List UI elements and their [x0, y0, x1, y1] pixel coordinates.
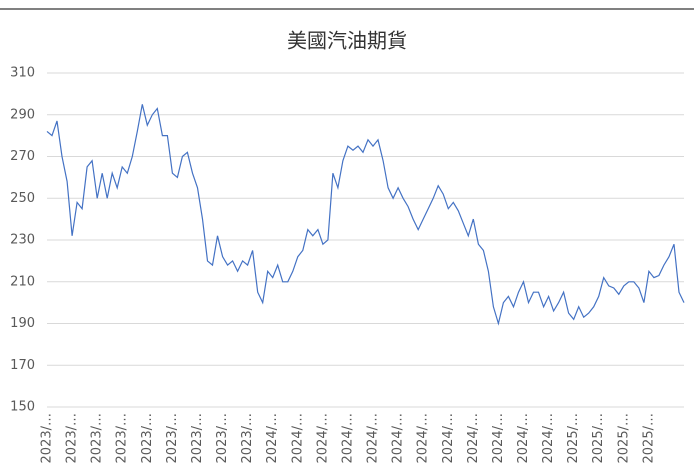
x-tick-label: 2024/…	[391, 413, 406, 463]
x-tick-label: 2025/…	[641, 413, 656, 463]
x-tick-label: 2024/…	[516, 413, 531, 463]
x-tick-label: 2025/…	[591, 413, 606, 463]
x-tick-label: 2023/…	[90, 413, 105, 463]
y-tick-label: 290	[10, 107, 35, 122]
x-tick-label: 2023/…	[190, 413, 205, 463]
y-tick-label: 250	[10, 191, 35, 206]
line	[46, 104, 685, 326]
x-tick-label: 2024/…	[366, 413, 381, 463]
x-tick-label: 2023/…	[65, 413, 80, 463]
x-tick-label: 2024/…	[290, 413, 305, 463]
y-tick-label: 150	[10, 400, 35, 415]
y-tick-label: 230	[10, 233, 35, 248]
x-tick-label: 2024/…	[466, 413, 481, 463]
x-tick-label: 2023/…	[140, 413, 155, 463]
y-tick-label: 190	[10, 316, 35, 331]
x-tick-label: 2023/…	[240, 413, 255, 463]
x-tick-label: 2024/…	[265, 413, 280, 463]
chart-title: 美國汽油期貨	[287, 29, 407, 53]
x-tick-label: 2024/…	[340, 413, 355, 463]
x-tick-label: 2024/…	[315, 413, 330, 463]
x-tick-label: 2025/…	[566, 413, 581, 463]
x-tick-label: 2023/…	[40, 413, 55, 463]
x-tick-label: 2024/…	[491, 413, 506, 463]
y-tick-label: 170	[10, 358, 35, 373]
x-tick-label: 2023/…	[215, 413, 230, 463]
y-tick-label: 270	[10, 149, 35, 164]
x-tick-label: 2024/…	[541, 413, 556, 463]
y-tick-label: 310	[10, 66, 35, 81]
x-tick-label: 2024/…	[416, 413, 431, 463]
x-tick-label: 2023/…	[115, 413, 130, 463]
x-tick-label: 2023/…	[165, 413, 180, 463]
x-tick-label: 2025/…	[616, 413, 631, 463]
x-tick-label: 2024/…	[441, 413, 456, 463]
y-tick-label: 210	[10, 274, 35, 289]
